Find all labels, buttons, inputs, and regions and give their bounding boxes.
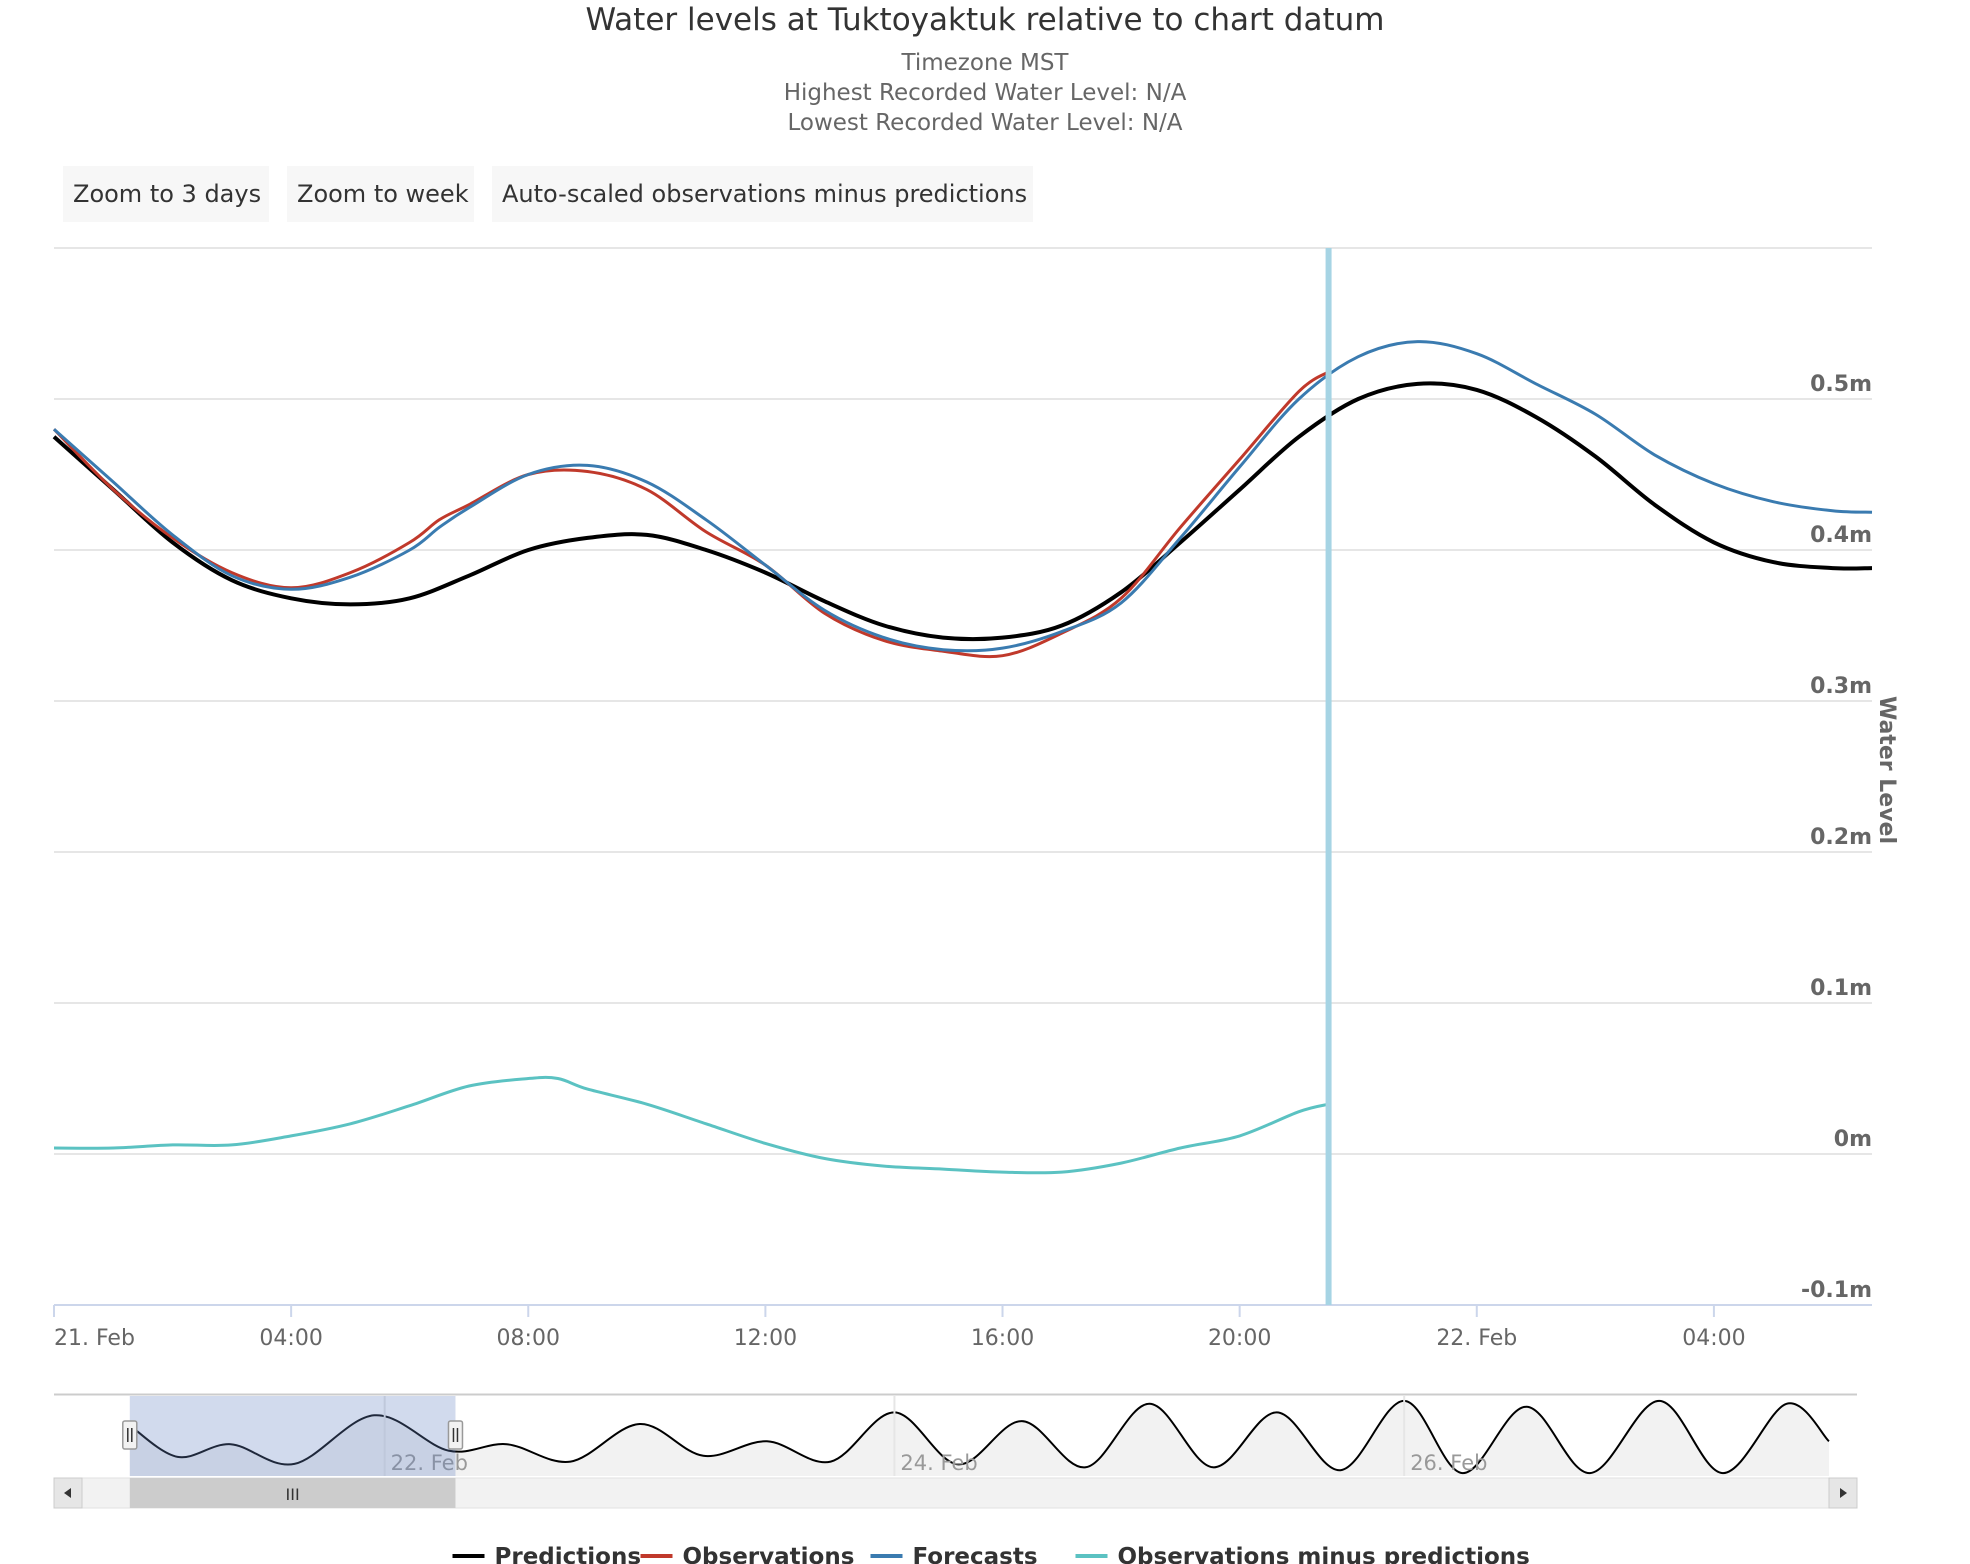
- scrollbar-thumb-grip: III: [286, 1485, 300, 1504]
- navigator-left-handle[interactable]: [122, 1420, 138, 1450]
- auto-scaled-residuals-button[interactable]: Auto-scaled observations minus predictio…: [492, 166, 1033, 222]
- legend-label: Observations minus predictions: [1118, 1544, 1530, 1564]
- zoom-week-button[interactable]: Zoom to week: [287, 166, 474, 222]
- y-tick-label: 0.5m: [1810, 372, 1872, 397]
- scroll-left-arrow-icon: [64, 1488, 71, 1498]
- scroll-left-button[interactable]: [53, 1477, 83, 1509]
- scrollbar-thumb[interactable]: [129, 1478, 456, 1508]
- x-axis: 21. Feb 04:00 08:00 12:00 16:00 20:00 22. Feb 0…: [53, 1304, 1872, 1351]
- predictions-line: [52, 381, 1873, 642]
- navigator-grid: 22. Feb 24. Feb 26. Feb: [383, 1396, 1487, 1476]
- navigator-tick-label: 26. Feb: [1410, 1451, 1487, 1475]
- legend-item[interactable]: Predictions: [452, 1544, 642, 1564]
- x-tick-label: 12:00: [734, 1326, 797, 1351]
- y-tick-label: 0m: [1834, 1127, 1872, 1152]
- y-tick-label: 0.4m: [1810, 523, 1872, 548]
- y-axis-ticks: -0.1m 0m 0.1m 0.2m 0.3m 0.4m 0.5m: [1801, 372, 1872, 1303]
- legend-label: Predictions: [495, 1544, 642, 1564]
- chart-title: Water levels at Tuktoyaktuk relative to …: [585, 2, 1385, 38]
- navigator-area: [129, 1400, 1829, 1476]
- legend-label: Forecasts: [913, 1544, 1038, 1564]
- navigator-handles[interactable]: [122, 1420, 464, 1450]
- scroll-right-arrow-icon: [1840, 1488, 1847, 1498]
- legend-label: Observations: [683, 1544, 855, 1564]
- observations-line: [52, 370, 1330, 659]
- x-tick-label: 08:00: [497, 1326, 560, 1351]
- residuals-line: [53, 1075, 1329, 1175]
- current-time-marker: [1325, 248, 1332, 1305]
- navigator-series: [82, 1396, 1830, 1476]
- legend-item[interactable]: Forecasts: [870, 1544, 1038, 1564]
- series-lines: [52, 340, 1873, 1175]
- y-tick-label: -0.1m: [1801, 1278, 1872, 1303]
- y-axis-title: Water Level: [1874, 696, 1899, 844]
- forecasts-line: [53, 340, 1873, 653]
- x-tick-label: 04:00: [259, 1326, 322, 1351]
- x-tick-label: 04:00: [1682, 1326, 1745, 1351]
- y-tick-label: 0.1m: [1810, 976, 1872, 1001]
- navigator-tick-label: 22. Feb: [391, 1451, 468, 1475]
- x-tick-label: 21. Feb: [54, 1326, 135, 1351]
- x-tick-label: 22. Feb: [1436, 1326, 1517, 1351]
- legend: Predictions Observations Forecasts Observat…: [452, 1544, 1530, 1564]
- x-tick-label: 16:00: [971, 1326, 1034, 1351]
- scroll-right-button[interactable]: [1828, 1477, 1858, 1509]
- zoom-3-days-button[interactable]: Zoom to 3 days: [63, 166, 269, 222]
- subtitle-timezone: Timezone MST: [901, 50, 1069, 76]
- navigator-scrollbar[interactable]: III: [53, 1477, 1858, 1509]
- navigator-line: [129, 1399, 1830, 1475]
- x-tick-label: 20:00: [1208, 1326, 1271, 1351]
- navigator-selection[interactable]: [129, 1396, 456, 1476]
- grid-lines: [54, 247, 1872, 1306]
- navigator-tick-label: 24. Feb: [900, 1451, 977, 1475]
- subtitle-highest: Highest Recorded Water Level: N/A: [783, 80, 1187, 106]
- navigator-right-handle[interactable]: [447, 1420, 464, 1450]
- legend-item[interactable]: Observations: [640, 1544, 855, 1564]
- subtitle-lowest: Lowest Recorded Water Level: N/A: [787, 110, 1183, 136]
- y-tick-label: 0.2m: [1810, 825, 1872, 850]
- legend-item[interactable]: Observations minus predictions: [1075, 1544, 1530, 1564]
- y-tick-label: 0.3m: [1810, 674, 1872, 699]
- navigator[interactable]: 22. Feb 24. Feb 26. Feb: [54, 1393, 1857, 1510]
